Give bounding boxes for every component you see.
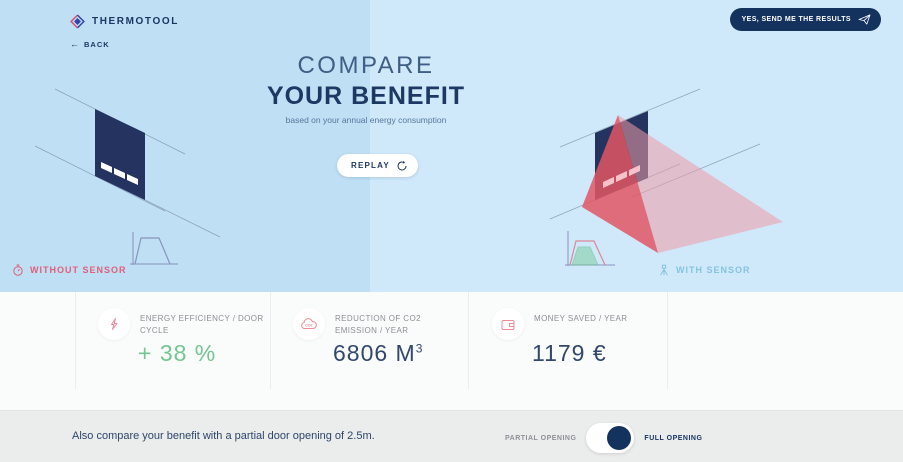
back-label: BACK — [84, 39, 110, 49]
full-opening-label[interactable]: FULL OPENING — [644, 434, 703, 442]
door-opening-toggle[interactable] — [586, 423, 635, 453]
partial-opening-label[interactable]: PARTIAL OPENING — [505, 434, 577, 442]
divider — [75, 292, 76, 389]
back-link[interactable]: ← BACK — [70, 39, 110, 49]
hero-left-background — [0, 0, 370, 292]
replay-refresh-icon — [397, 160, 407, 170]
without-sensor-text: WITHOUT SENSOR — [30, 265, 127, 275]
door-cycle-chart-with-sensor — [565, 231, 615, 266]
footer-text: Also compare your benefit with a partial… — [72, 430, 375, 442]
stopwatch-icon — [13, 264, 23, 276]
door-window — [603, 177, 614, 188]
back-arrow-icon: ← — [70, 39, 80, 49]
brand-name: THERMOTOOL — [92, 16, 179, 27]
divider — [468, 292, 469, 389]
with-sensor-text: WITH SENSOR — [676, 265, 751, 275]
brand-logo: THERMOTOOL — [70, 14, 179, 29]
title-your-benefit: YOUR BENEFIT — [266, 82, 466, 110]
results-panel: ENERGY EFFICIENCY / DOOR CYCLE + 38 % CO… — [0, 292, 903, 410]
send-results-button[interactable]: YES, SEND ME THE RESULTS — [729, 8, 881, 31]
stat-value-text: 6806 M — [333, 340, 416, 366]
divider — [667, 292, 668, 389]
footer-bar: Also compare your benefit with a partial… — [0, 410, 903, 462]
guide-line — [34, 145, 166, 212]
svg-text:CO2: CO2 — [305, 324, 312, 328]
page-title: COMPARE YOUR BENEFIT based on your annua… — [246, 52, 486, 125]
door-panel — [95, 109, 145, 200]
thermotool-diamond-icon — [70, 14, 85, 29]
door-window — [127, 174, 138, 185]
hero-section: THERMOTOOL ← BACK YES, SEND ME THE RESUL… — [0, 0, 903, 292]
stat-label: REDUCTION OF CO2 EMISSION / YEAR — [335, 314, 421, 335]
sensor-beam — [582, 115, 658, 253]
door-window — [101, 162, 112, 173]
stat-label: ENERGY EFFICIENCY / DOOR CYCLE — [140, 314, 264, 335]
door-window — [616, 171, 627, 182]
door-without-sensor-illustration — [34, 88, 221, 265]
paper-plane-icon — [858, 14, 871, 25]
guide-line — [559, 88, 701, 148]
sensor-tripod-icon — [660, 264, 668, 276]
sensor-field — [618, 115, 783, 253]
toggle-knob[interactable] — [607, 426, 632, 450]
door-cycle-chart-without-sensor — [130, 232, 178, 265]
door-window — [114, 168, 125, 179]
co2-cloud-icon: CO2 — [293, 308, 325, 340]
door-with-sensor-illustration — [549, 88, 783, 266]
title-compare: COMPARE — [297, 52, 435, 79]
wallet-icon — [492, 308, 524, 340]
send-results-label: YES, SEND ME THE RESULTS — [741, 16, 851, 23]
replay-label: REPLAY — [351, 161, 390, 170]
stat-value-superscript: 3 — [415, 341, 424, 356]
without-sensor-label: WITHOUT SENSOR — [12, 264, 127, 276]
door-window — [629, 165, 640, 176]
stat-label: MONEY SAVED / YEAR — [534, 314, 628, 323]
stat-value: 6806 M3 — [333, 340, 423, 367]
divider — [270, 292, 271, 389]
replay-button[interactable]: REPLAY — [337, 154, 418, 177]
title-subtitle: based on your annual energy consumption — [285, 115, 447, 125]
lightning-icon — [98, 308, 130, 340]
stat-value: 1179 € — [532, 340, 607, 366]
stat-value: + 38 % — [138, 340, 217, 366]
with-sensor-label: WITH SENSOR — [658, 264, 751, 276]
door-opening-toggle-group: PARTIAL OPENING FULL OPENING — [505, 423, 702, 453]
